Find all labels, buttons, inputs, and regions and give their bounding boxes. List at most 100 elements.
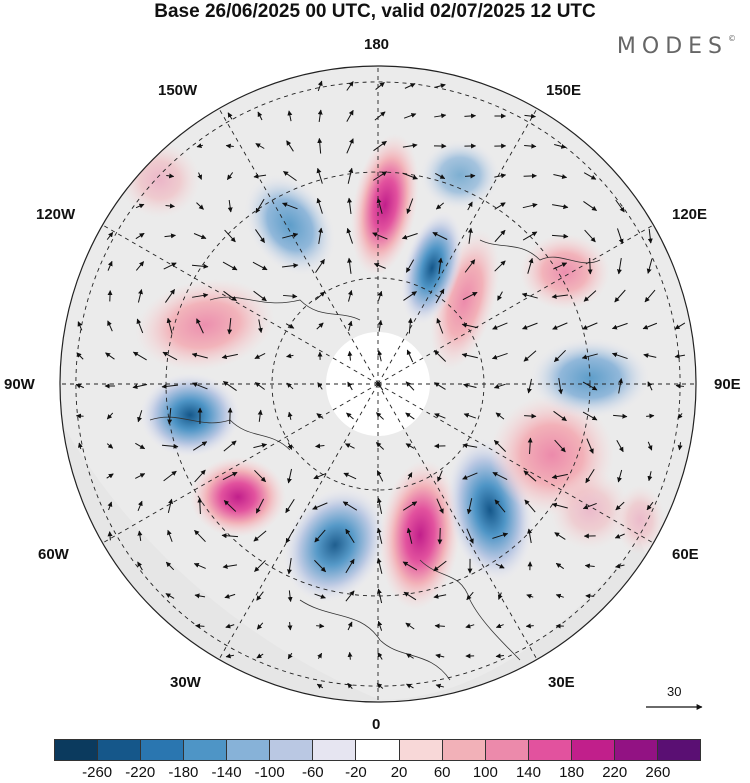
wind-vector	[405, 622, 415, 630]
colorbar-tick-label: -20	[345, 764, 367, 781]
colorbar-cell	[141, 740, 185, 760]
wind-vector	[196, 202, 204, 210]
wind-vector	[376, 381, 384, 391]
colorbar-cell	[55, 740, 99, 760]
colorbar-cell	[227, 740, 271, 760]
wind-vector	[586, 438, 594, 454]
wind-vector	[316, 683, 324, 689]
wind-vector	[526, 594, 534, 599]
wind-vector	[343, 472, 357, 480]
wind-vector	[615, 563, 625, 569]
wind-vector	[401, 233, 418, 240]
wind-vector	[525, 623, 534, 629]
brand-name: MODES	[616, 34, 728, 59]
longitude-label-120e: 120E	[672, 206, 708, 223]
longitude-label-120w: 120W	[36, 206, 76, 223]
wind-vector	[616, 228, 624, 245]
wind-vector	[314, 529, 326, 543]
wind-vector	[106, 443, 114, 449]
wind-vector	[222, 563, 238, 569]
wind-vector	[435, 172, 446, 180]
colorbar-cell	[313, 740, 357, 760]
colorbar-cell	[614, 740, 658, 760]
wind-vector	[255, 229, 265, 243]
wind-vector	[553, 410, 567, 422]
wind-vector	[316, 167, 323, 184]
wind-vector	[372, 232, 388, 240]
wind-vector	[553, 173, 568, 179]
wind-vector	[165, 593, 175, 599]
wind-vector	[433, 593, 447, 599]
wind-vector	[287, 558, 292, 575]
wind-vector	[642, 322, 658, 330]
wind-vector	[464, 173, 476, 179]
anomaly-blob	[140, 373, 240, 457]
meridian-line	[377, 224, 654, 385]
wind-vector	[225, 143, 234, 149]
wind-vector	[193, 563, 206, 569]
wind-vector	[373, 263, 386, 269]
wind-vector	[314, 291, 326, 301]
wind-vector	[583, 290, 597, 302]
anomaly-blob	[135, 279, 275, 371]
wind-vector	[527, 257, 534, 274]
wind-vector	[376, 683, 384, 689]
wind-vector	[318, 227, 324, 244]
wind-vector	[582, 322, 598, 330]
wind-vector	[403, 291, 417, 301]
anomaly-blob	[244, 174, 336, 276]
wind-vector	[255, 143, 265, 149]
longitude-label-150e: 150E	[546, 82, 582, 99]
wind-vector	[254, 469, 266, 483]
wind-vector	[347, 257, 353, 274]
wind-vector	[224, 593, 236, 599]
wind-vector	[225, 623, 235, 629]
colorbar-tick-label: -140	[211, 764, 242, 781]
wind-vector	[618, 378, 624, 394]
wind-vector	[222, 471, 238, 481]
wind-vector	[165, 561, 175, 571]
longitude-label-60e: 60E	[672, 546, 699, 563]
wind-vector	[195, 623, 205, 629]
wind-vector	[466, 591, 474, 601]
colorbar-cell	[270, 740, 314, 760]
wind-vector	[585, 468, 595, 484]
wind-vector	[583, 201, 597, 211]
wind-vector	[164, 289, 176, 303]
wind-vector	[347, 320, 353, 331]
wind-vector	[136, 318, 144, 334]
wind-vector	[494, 260, 506, 272]
colorbar-cell	[399, 740, 443, 760]
wind-vector	[281, 263, 299, 269]
wind-vector	[167, 529, 173, 542]
wind-vector	[465, 623, 475, 629]
wind-vector	[221, 533, 239, 539]
wind-vector	[403, 591, 417, 601]
wind-vector	[196, 318, 204, 334]
wind-vector	[135, 442, 146, 450]
wind-vector	[166, 317, 173, 334]
colorbar-tick-label: -60	[301, 764, 324, 781]
wind-vector	[161, 383, 179, 389]
wind-vector	[616, 258, 622, 275]
wind-vector	[434, 413, 446, 419]
wind-vector	[462, 291, 478, 301]
wind-vector	[287, 590, 293, 603]
wind-vector	[347, 651, 353, 660]
wind-vector	[254, 353, 266, 359]
wind-vector	[462, 443, 478, 449]
wind-vector	[461, 352, 478, 359]
wind-vector	[494, 229, 506, 243]
wind-vector	[493, 440, 507, 452]
wind-vector	[163, 470, 177, 482]
colorbar-tick-label: 60	[433, 764, 451, 781]
wind-vector	[317, 137, 323, 154]
wind-vector	[554, 349, 566, 363]
colorbar-cell	[571, 740, 615, 760]
wind-vector	[345, 528, 355, 544]
colorbar-cell	[657, 740, 700, 760]
wind-vector	[316, 197, 323, 214]
wind-vector	[373, 171, 388, 181]
wind-vector	[376, 527, 383, 544]
wind-vector	[555, 593, 564, 599]
